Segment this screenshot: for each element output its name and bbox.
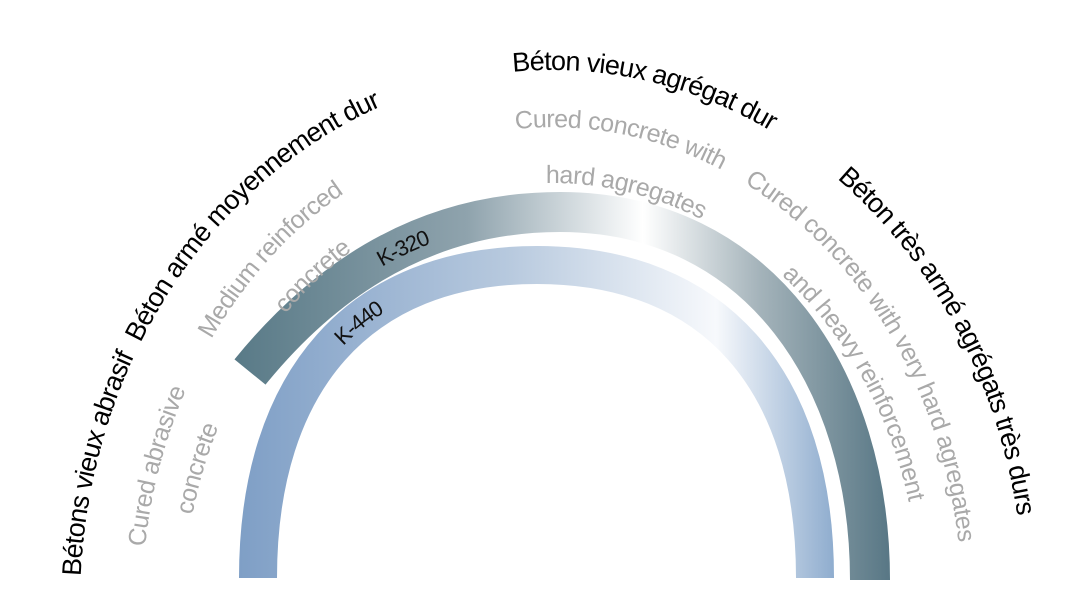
label-en-path: concrete [171,419,225,516]
band-k440 [258,265,815,578]
label-en: Cured abrasive [123,382,191,548]
label-en-path: Cured abrasive [123,382,192,548]
label-en: concrete [171,419,224,516]
